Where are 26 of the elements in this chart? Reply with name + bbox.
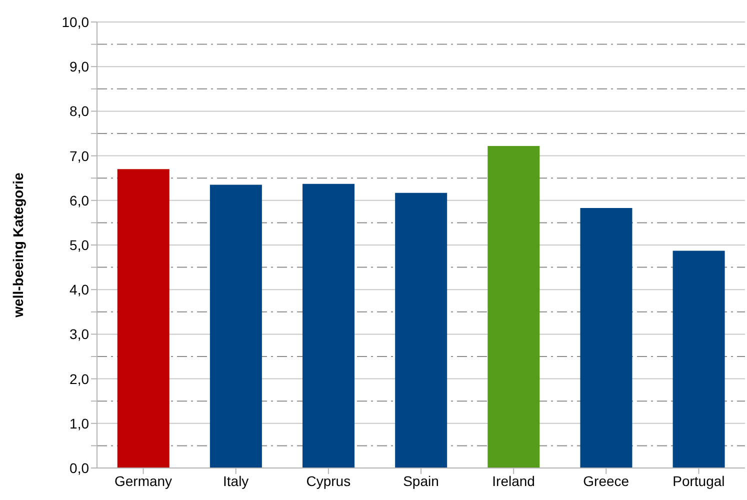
bar [672, 250, 725, 468]
y-tick-label: 10,0 [62, 14, 90, 30]
y-tick-label: 5,0 [70, 236, 90, 253]
x-tick-label: Spain [403, 472, 439, 489]
x-tick-label: Portugal [672, 472, 725, 489]
x-tick-label: Germany [114, 472, 172, 489]
y-tick-label: 3,0 [70, 326, 90, 342]
y-axis-title: well-beeing Kategorie [10, 172, 26, 318]
bar [395, 192, 448, 468]
x-tick-label: Cyprus [306, 472, 351, 489]
y-tick-label: 9,0 [70, 58, 90, 75]
x-tick-label: Ireland [492, 472, 535, 489]
y-tick-label: 0,0 [70, 460, 90, 476]
y-tick-label: 1,0 [70, 415, 90, 432]
bar [302, 184, 355, 468]
y-tick-label: 6,0 [70, 192, 90, 208]
y-tick-label: 8,0 [70, 103, 90, 120]
bar [210, 184, 262, 468]
bar [580, 208, 632, 468]
y-tick-label: 4,0 [70, 282, 90, 298]
y-tick-label: 7,0 [70, 148, 90, 164]
x-tick-label: Greece [583, 472, 630, 489]
x-tick-label: Italy [223, 472, 249, 489]
bar [488, 146, 540, 468]
bar [117, 169, 170, 468]
y-tick-label: 2,0 [70, 370, 90, 387]
